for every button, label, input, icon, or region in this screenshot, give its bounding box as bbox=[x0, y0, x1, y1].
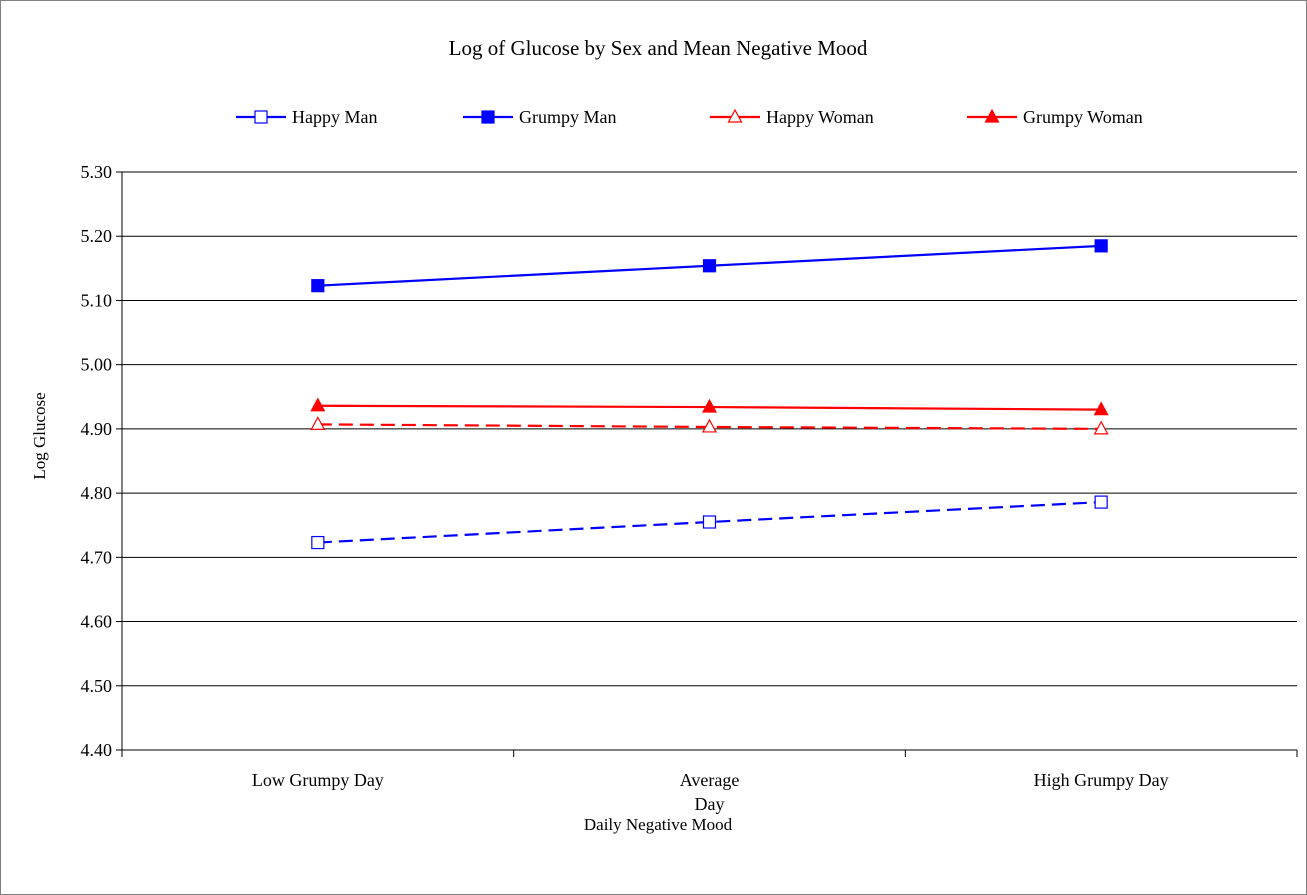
data-point-marker bbox=[1093, 420, 1109, 435]
x-tick-label: Day bbox=[695, 794, 725, 814]
chart-title: Log of Glucose by Sex and Mean Negative … bbox=[449, 36, 868, 60]
y-tick-label: 4.80 bbox=[81, 483, 113, 503]
y-tick-label: 5.10 bbox=[81, 290, 113, 310]
series-happy-woman bbox=[310, 416, 1109, 435]
x-tick-label: High Grumpy Day bbox=[1034, 770, 1169, 790]
data-point-marker bbox=[727, 108, 743, 123]
series-grumpy-man bbox=[311, 239, 1108, 293]
series-grumpy-woman bbox=[310, 397, 1109, 416]
series-happy-man bbox=[311, 495, 1108, 550]
data-point-marker bbox=[1094, 239, 1108, 253]
legend-entry: Happy Woman bbox=[710, 107, 874, 127]
data-point-marker bbox=[701, 418, 718, 433]
y-tick-label: 5.30 bbox=[81, 162, 113, 182]
axes bbox=[116, 171, 1298, 757]
x-tick-label: Low Grumpy Day bbox=[252, 770, 384, 790]
data-point-marker bbox=[984, 108, 1000, 123]
y-tick-label: 4.50 bbox=[81, 676, 113, 696]
data-point-marker bbox=[311, 279, 325, 293]
legend-label: Grumpy Man bbox=[519, 107, 617, 127]
legend-entry: Grumpy Woman bbox=[967, 107, 1143, 127]
data-point-marker bbox=[701, 398, 718, 413]
legend: Happy Man Grumpy Man Happy Woman Grumpy Wom… bbox=[236, 107, 1143, 127]
legend-entry: Happy Man bbox=[236, 107, 377, 127]
data-point-marker bbox=[310, 416, 326, 430]
y-tick-label: 5.20 bbox=[81, 226, 113, 246]
series-line bbox=[317, 501, 1102, 544]
y-tick-label: 4.90 bbox=[81, 419, 113, 439]
legend-label: Happy Man bbox=[292, 107, 377, 127]
y-tick-label: 5.00 bbox=[81, 355, 113, 375]
data-point-marker bbox=[310, 397, 326, 412]
data-point-marker bbox=[311, 535, 325, 550]
data-point-marker bbox=[1093, 401, 1109, 416]
data-point-marker bbox=[702, 515, 717, 529]
legend-entry: Grumpy Man bbox=[463, 107, 617, 127]
y-tick-label: 4.70 bbox=[81, 547, 113, 567]
data-point-marker bbox=[1094, 495, 1108, 509]
x-tick-labels: Low Grumpy Day Average Day High Grumpy Day bbox=[252, 770, 1169, 814]
legend-label: Grumpy Woman bbox=[1023, 107, 1143, 127]
x-tick-label: Average bbox=[680, 770, 740, 790]
y-axis-label: Log Glucose bbox=[30, 392, 49, 479]
data-point-marker bbox=[702, 259, 717, 273]
legend-label: Happy Woman bbox=[766, 107, 874, 127]
y-tick-labels: 4.40 4.50 4.60 4.70 4.80 4.90 5.00 5.10 5.20 5.30 bbox=[81, 162, 113, 760]
y-tick-label: 4.40 bbox=[81, 740, 113, 760]
data-point-marker bbox=[254, 110, 268, 124]
data-point-marker bbox=[481, 110, 495, 124]
series-layer bbox=[310, 239, 1109, 550]
x-axis-label: Daily Negative Mood bbox=[584, 815, 733, 834]
y-tick-label: 4.60 bbox=[81, 612, 113, 632]
